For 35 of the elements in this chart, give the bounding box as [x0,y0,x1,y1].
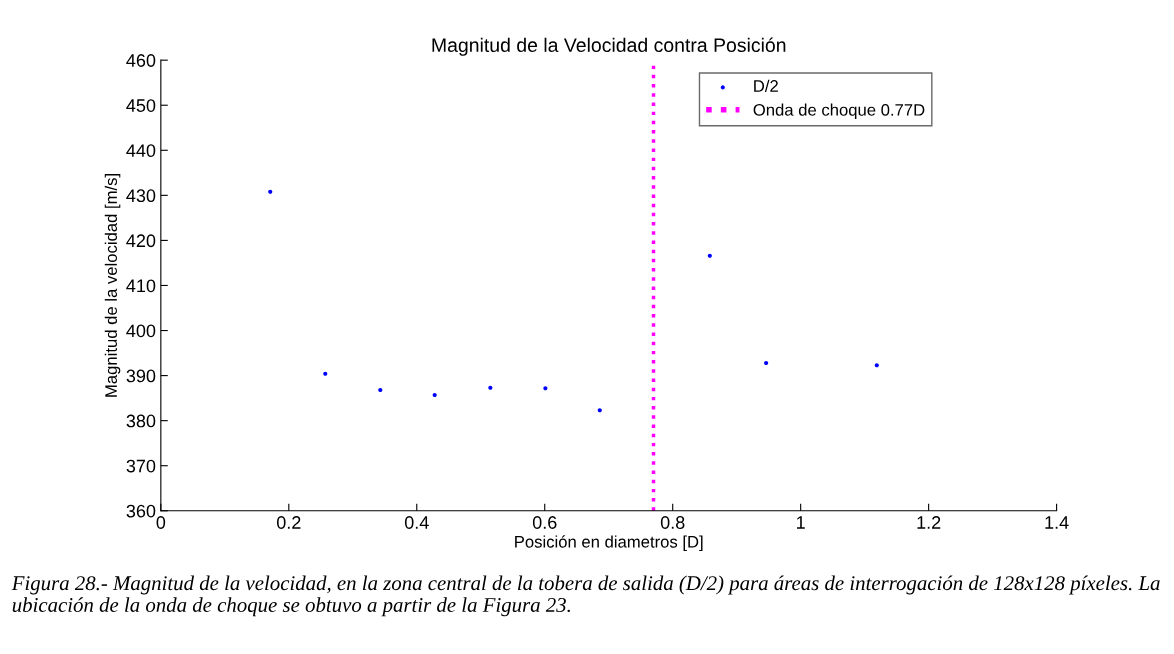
y-tick-label: 400 [126,324,156,338]
y-tick-label: 390 [126,369,156,383]
y-tick-label: 430 [126,189,156,203]
x-tick-label: 1 [797,516,805,529]
chart-title: Magnitud de la Velocidad contra Posición [432,37,786,56]
x-tick-label: 0.2 [276,516,301,529]
text: Figura 28.- Magnitud de la velocidad, en la zona central de la tobera de salida (D/2) para áreas de interrogación de 128x128 píxeles. La ubicación de la onda de choque se obtuvo a partir de la Figura 23. [11,575,1160,617]
y-tick-label: 450 [126,99,156,112]
point [543,386,548,391]
point [488,385,493,390]
x-tick-label: 1.2 [917,516,941,529]
y-tick-label: 460 [126,54,156,67]
point [707,253,712,258]
point [378,387,383,393]
y-tick-label: 420 [126,234,156,248]
y-tick-label: 360 [126,504,156,518]
y-axis-title: Magnitud de la velocidad [m/s] [104,174,121,397]
x-axis-title: Posición en diametros [D] [515,535,703,551]
x-tick-label: 0.6 [532,516,557,529]
point [268,189,273,194]
x-tick-label: 0.4 [404,516,429,529]
x-tick-label: 0 [156,516,166,529]
y-tick-label: 380 [126,414,156,428]
point [597,408,602,413]
y-tick-label: 410 [126,279,156,293]
legend-label: Onda de choque 0.77D [753,103,925,120]
point [323,371,328,376]
point [432,392,437,398]
point [764,360,769,366]
x-tick-label: 0.8 [660,516,685,529]
legend-label: D/2 [754,79,778,92]
x-tick-label: 1.4 [1045,516,1069,529]
point [874,363,879,368]
y-tick-label: 440 [126,144,156,158]
y-tick-label: 370 [126,459,156,473]
